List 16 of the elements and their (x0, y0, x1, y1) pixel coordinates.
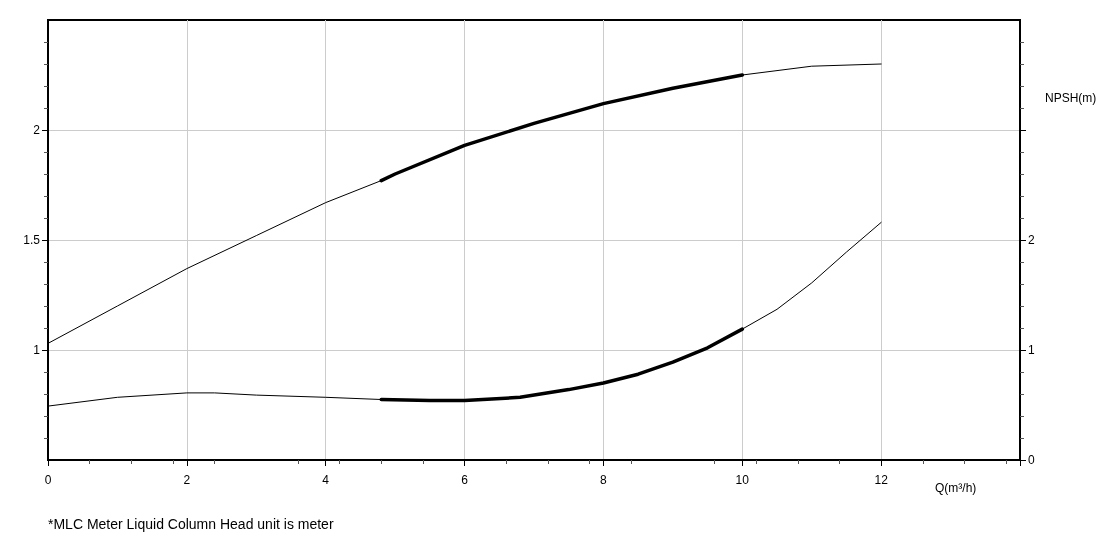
x-tick-label: 10 (735, 473, 750, 487)
x-tick-label: 12 (874, 473, 889, 487)
x-tick-label: 8 (600, 473, 608, 487)
x-tick-label: 0 (44, 473, 52, 487)
x-tick-label: 6 (461, 473, 469, 487)
y-tick-label: 2 (33, 123, 41, 137)
x-axis-title: Q(m³/h) (935, 481, 977, 495)
x-tick-label: 2 (183, 473, 191, 487)
y2-tick-label: 1 (1028, 343, 1035, 357)
y2-tick-label: 2 (1028, 233, 1035, 247)
y2-tick-label: 0 (1028, 453, 1035, 467)
text: *MLC Meter Liquid Column Head unit is meter (48, 516, 334, 532)
y-tick-label: 1 (33, 343, 41, 357)
x-tick-label: 4 (322, 473, 330, 487)
y-tick-label: 1.5 (23, 233, 41, 247)
y2-axis-title: NPSH(m) (1045, 91, 1097, 105)
